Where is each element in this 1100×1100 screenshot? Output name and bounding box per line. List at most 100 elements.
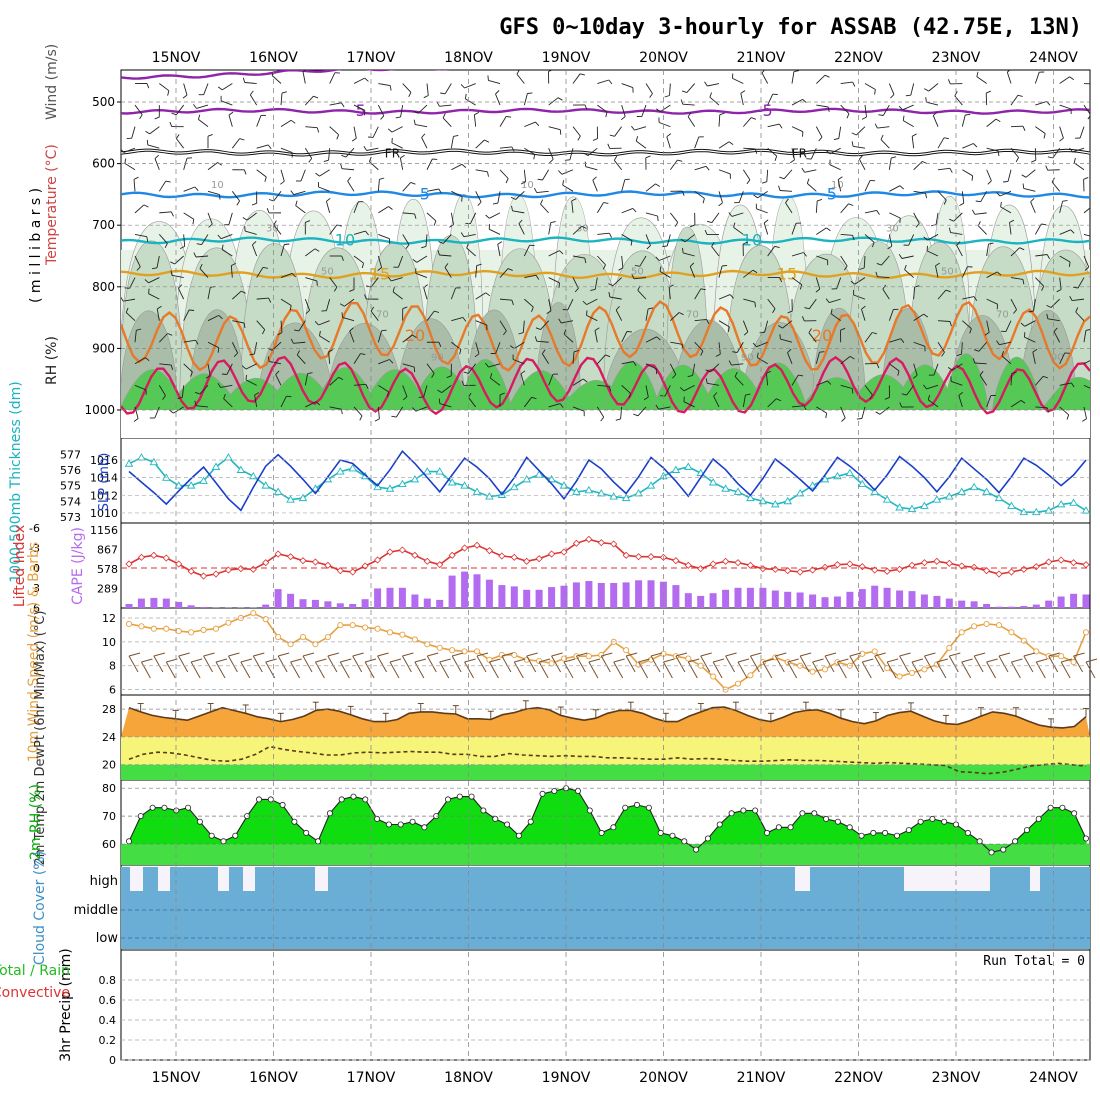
cape-bar	[697, 595, 705, 608]
wind-speed-line-point	[312, 641, 319, 648]
temp-line	[128, 706, 1087, 729]
wind-barb	[756, 208, 768, 214]
wind-barb	[669, 83, 671, 96]
wind-barb	[344, 298, 355, 307]
wind-barb	[199, 385, 209, 395]
date-label-top: 19NOV	[542, 50, 591, 66]
wind-barb	[524, 298, 534, 308]
surface-wind-barb	[712, 661, 723, 679]
wind-barb-flag	[516, 70, 520, 75]
wind-barb-flag	[208, 223, 213, 228]
lifted-index-point	[324, 561, 332, 569]
axes: 5006007008009001000577576575574573101610…	[29, 50, 1078, 1086]
surface-wind-barb	[426, 655, 437, 673]
wind-barb-flag	[219, 194, 221, 200]
wind-barb	[609, 296, 622, 300]
surface-wind-barb-flag	[1048, 652, 1060, 657]
wind-barb-flag	[904, 264, 907, 270]
rh2m-point	[775, 824, 782, 831]
wind-barb-flag	[484, 139, 490, 143]
tick-label-wind: 8	[109, 660, 116, 673]
wind-barb-flag	[121, 148, 125, 153]
wind-barb	[572, 351, 575, 364]
wind-barb	[986, 118, 997, 127]
surface-wind-barb-flag	[675, 652, 688, 657]
wind-barb	[791, 374, 799, 386]
wind-barb-flag	[485, 214, 490, 219]
wind-barb	[882, 104, 890, 116]
wind-barb-flag	[387, 276, 392, 282]
wind-barb-flag	[438, 342, 442, 348]
wind-barb-flag	[535, 275, 540, 280]
wind-barb	[840, 233, 853, 236]
surface-wind-barb-flag	[713, 658, 725, 663]
wind-barb-flag	[418, 396, 424, 398]
wind-barb-flag	[1053, 327, 1058, 332]
isotherm-label-5: 5	[827, 184, 837, 203]
cape-bar	[274, 589, 282, 608]
wind-barb-flag	[314, 320, 319, 326]
wind-barb-flag	[837, 176, 843, 180]
lifted-index-point	[162, 554, 170, 562]
surface-wind-barb-flag	[737, 658, 750, 663]
wind-barb	[245, 363, 257, 370]
surface-wind-barb-flag	[812, 658, 824, 663]
surface-wind-barb	[153, 655, 164, 673]
surface-wind-barb-flag	[327, 652, 340, 657]
surface-wind-barb	[538, 661, 549, 679]
wind-barb-flag	[706, 319, 710, 325]
wind-barb	[377, 179, 380, 192]
lifted-index-point	[1045, 558, 1053, 566]
surface-wind-barb-flag	[265, 658, 277, 663]
date-label-top: 15NOV	[152, 50, 201, 66]
wind-barb-flag	[874, 89, 876, 95]
wind-barb-flag	[742, 241, 748, 245]
wind-barb	[378, 83, 391, 87]
wind-barb-flag	[943, 199, 947, 205]
wind-barb	[490, 377, 501, 386]
tick-label-rh: 80	[102, 782, 116, 795]
lifted-index-point	[485, 547, 493, 555]
wind-speed-line-point	[548, 660, 555, 667]
wind-barb-flag	[600, 416, 605, 422]
wind-barb	[838, 126, 842, 139]
wind-barb	[962, 320, 972, 329]
tick-label-pressure: 600	[92, 157, 115, 171]
wind-barb-flag	[776, 398, 782, 402]
wind-barb-flag	[133, 418, 139, 422]
wind-barb	[495, 342, 501, 354]
surface-wind-barb-flag	[849, 652, 862, 657]
wind-barb	[148, 293, 160, 300]
surface-wind-barb	[799, 655, 810, 673]
wind-barb	[245, 379, 257, 386]
thickness-line-point	[833, 471, 842, 480]
wind-barb	[670, 341, 683, 345]
wind-barb	[134, 233, 147, 238]
lifted-index-point	[299, 557, 307, 565]
wind-barb-flag	[945, 289, 951, 293]
wind-barb	[986, 271, 998, 278]
wind-barb-flag	[242, 217, 248, 221]
wind-barb-flag	[423, 95, 429, 99]
wind-barb-flag	[437, 389, 442, 393]
wind-barb	[888, 309, 894, 321]
wind-barb	[540, 203, 549, 214]
surface-wind-barb	[488, 661, 499, 679]
wind-barb-flag	[476, 263, 482, 267]
wind-barb-flag	[875, 271, 878, 277]
wind-barb	[645, 83, 653, 94]
wind-barb	[634, 277, 647, 280]
wind-barb	[634, 126, 647, 131]
wind-barb-flag	[359, 415, 363, 421]
wind-barb	[154, 406, 160, 419]
band-dew	[121, 736, 1090, 765]
cape-bar	[1082, 594, 1090, 608]
thickness-line-point	[348, 464, 357, 472]
wind-barb-flag	[338, 376, 344, 380]
wind-barb	[293, 341, 306, 344]
wind-speed-line-point	[946, 644, 953, 651]
wind-barb-flag	[460, 84, 465, 89]
wind-barb-flag	[859, 267, 865, 270]
wind-speed-line-point	[995, 622, 1003, 629]
wind-barb	[612, 277, 622, 287]
